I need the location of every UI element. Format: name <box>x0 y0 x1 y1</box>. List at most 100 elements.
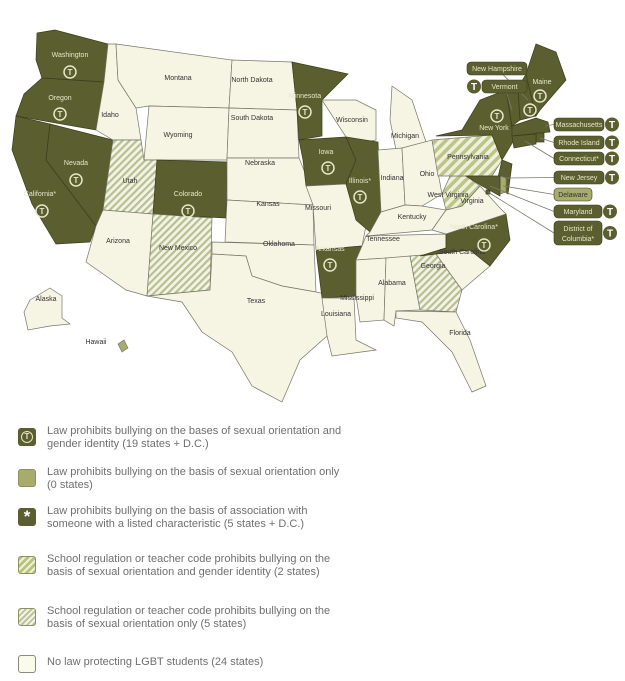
state-ak[interactable] <box>23 287 71 331</box>
state-ky[interactable] <box>365 204 447 237</box>
svg-text:T: T <box>528 106 533 115</box>
legend-item-law-orientation-only: Law prohibits bullying on the basis of s… <box>18 466 348 492</box>
leader-line <box>544 124 555 127</box>
state-label: West Virginia <box>428 192 469 199</box>
svg-text:T: T <box>328 261 333 270</box>
state-label: Nebraska <box>245 160 275 167</box>
state-fl[interactable] <box>395 310 487 393</box>
state-label: Alabama <box>378 280 406 287</box>
t-badge-icon: T <box>18 428 36 446</box>
t-badge-icon: T <box>533 89 547 103</box>
t-badge-icon: T <box>607 229 613 240</box>
state-ct[interactable] <box>511 133 537 149</box>
callout-box <box>553 220 603 246</box>
t-badge-icon: T <box>609 173 615 184</box>
leader-line <box>487 191 555 234</box>
state-label: South Dakota <box>231 115 274 122</box>
leader-line <box>524 140 555 159</box>
t-badge-bg <box>605 135 619 150</box>
cream-swatch-icon <box>18 655 36 673</box>
t-badge-icon: T <box>609 120 615 131</box>
state-label: Hawaii <box>85 339 106 346</box>
state-label: Oregon <box>48 95 71 102</box>
state-label: Wyoming <box>163 132 192 139</box>
state-label: Alaska <box>35 296 56 303</box>
svg-text:T: T <box>358 193 363 202</box>
t-badge-icon: T <box>523 103 537 117</box>
callout-label: Delaware <box>558 192 588 199</box>
state-or[interactable] <box>15 77 105 131</box>
state-label: Louisiana <box>321 311 351 318</box>
svg-text:T: T <box>326 164 331 173</box>
state-label: Washington <box>52 52 89 59</box>
leader-line <box>539 137 555 143</box>
state-label: Tennessee <box>366 236 400 243</box>
state-oh[interactable] <box>401 139 443 207</box>
state-me[interactable] <box>525 43 567 117</box>
state-label: Virginia <box>460 198 483 205</box>
svg-text:T: T <box>186 207 191 216</box>
callout-label: Connecticut* <box>559 156 599 163</box>
callout-label: Rhode Island <box>558 140 599 147</box>
svg-text:T: T <box>40 207 45 216</box>
callout-box <box>553 135 605 150</box>
t-badge-icon: T <box>490 109 504 123</box>
t-badge-icon: T <box>477 238 491 252</box>
state-label: Colorado <box>174 191 203 198</box>
state-ms[interactable] <box>355 257 387 323</box>
state-mi[interactable] <box>389 85 427 151</box>
state-nm[interactable] <box>146 213 213 297</box>
t-badge-bg <box>605 117 619 132</box>
t-badge-icon: T <box>609 154 615 165</box>
state-ma[interactable] <box>511 117 551 137</box>
callout-label: New Jersey <box>561 175 598 182</box>
state-label: North Dakota <box>231 77 272 84</box>
t-badge-icon: T <box>321 161 335 175</box>
state-label: Missouri <box>305 205 332 212</box>
state-nc[interactable] <box>419 213 511 267</box>
t-badge-bg <box>605 151 619 166</box>
state-la[interactable] <box>321 297 378 357</box>
legend-item-association: * Law prohibits bullying on the basis of… <box>18 505 348 531</box>
state-label: Michigan <box>391 133 419 140</box>
state-hi[interactable] <box>117 339 129 353</box>
callout-label: Columbia* <box>562 236 595 243</box>
state-label: Minnesota <box>289 93 321 100</box>
light-green-swatch-icon <box>18 469 36 487</box>
state-ar[interactable] <box>315 245 363 299</box>
t-badge-bg <box>605 170 619 185</box>
state-label: Florida <box>449 330 471 337</box>
state-label: New Mexico <box>159 245 197 252</box>
t-badge-bg <box>603 204 617 219</box>
state-label: South Carolina <box>439 249 485 256</box>
callout-box <box>553 187 593 202</box>
svg-text:T: T <box>74 176 79 185</box>
state-tx[interactable] <box>146 253 328 403</box>
state-label: Mississippi <box>340 295 374 302</box>
t-badge-icon: T <box>298 105 312 119</box>
state-label: Texas <box>247 298 266 305</box>
state-nd[interactable] <box>228 59 298 111</box>
leader-line <box>489 185 555 212</box>
state-pa[interactable] <box>431 134 503 177</box>
us-map: Washington T Oregon T California* T Nevada T Ida… <box>11 29 619 403</box>
t-badge-icon: T <box>609 138 615 149</box>
state-label: Utah <box>123 178 138 185</box>
legend-item-law-orientation-gender: T Law prohibits bullying on the bases of… <box>18 425 348 451</box>
state-label: Kansas <box>256 201 280 208</box>
state-label: Illinois* <box>349 178 371 185</box>
callout-box <box>553 170 605 185</box>
state-mn[interactable] <box>291 61 349 141</box>
svg-text:T: T <box>303 108 308 117</box>
svg-text:T: T <box>68 68 73 77</box>
callout-box <box>553 151 605 166</box>
t-badge-icon: T <box>69 173 83 187</box>
t-badge-icon: T <box>353 190 367 204</box>
state-md[interactable] <box>464 175 501 197</box>
leader-line <box>502 185 555 195</box>
svg-text:T: T <box>58 110 63 119</box>
legend-item-no-law: No law protecting LGBT students (24 stat… <box>18 652 348 673</box>
svg-text:T: T <box>495 112 500 121</box>
wide-stripe-swatch-icon <box>18 556 36 574</box>
state-ri[interactable] <box>535 132 545 143</box>
